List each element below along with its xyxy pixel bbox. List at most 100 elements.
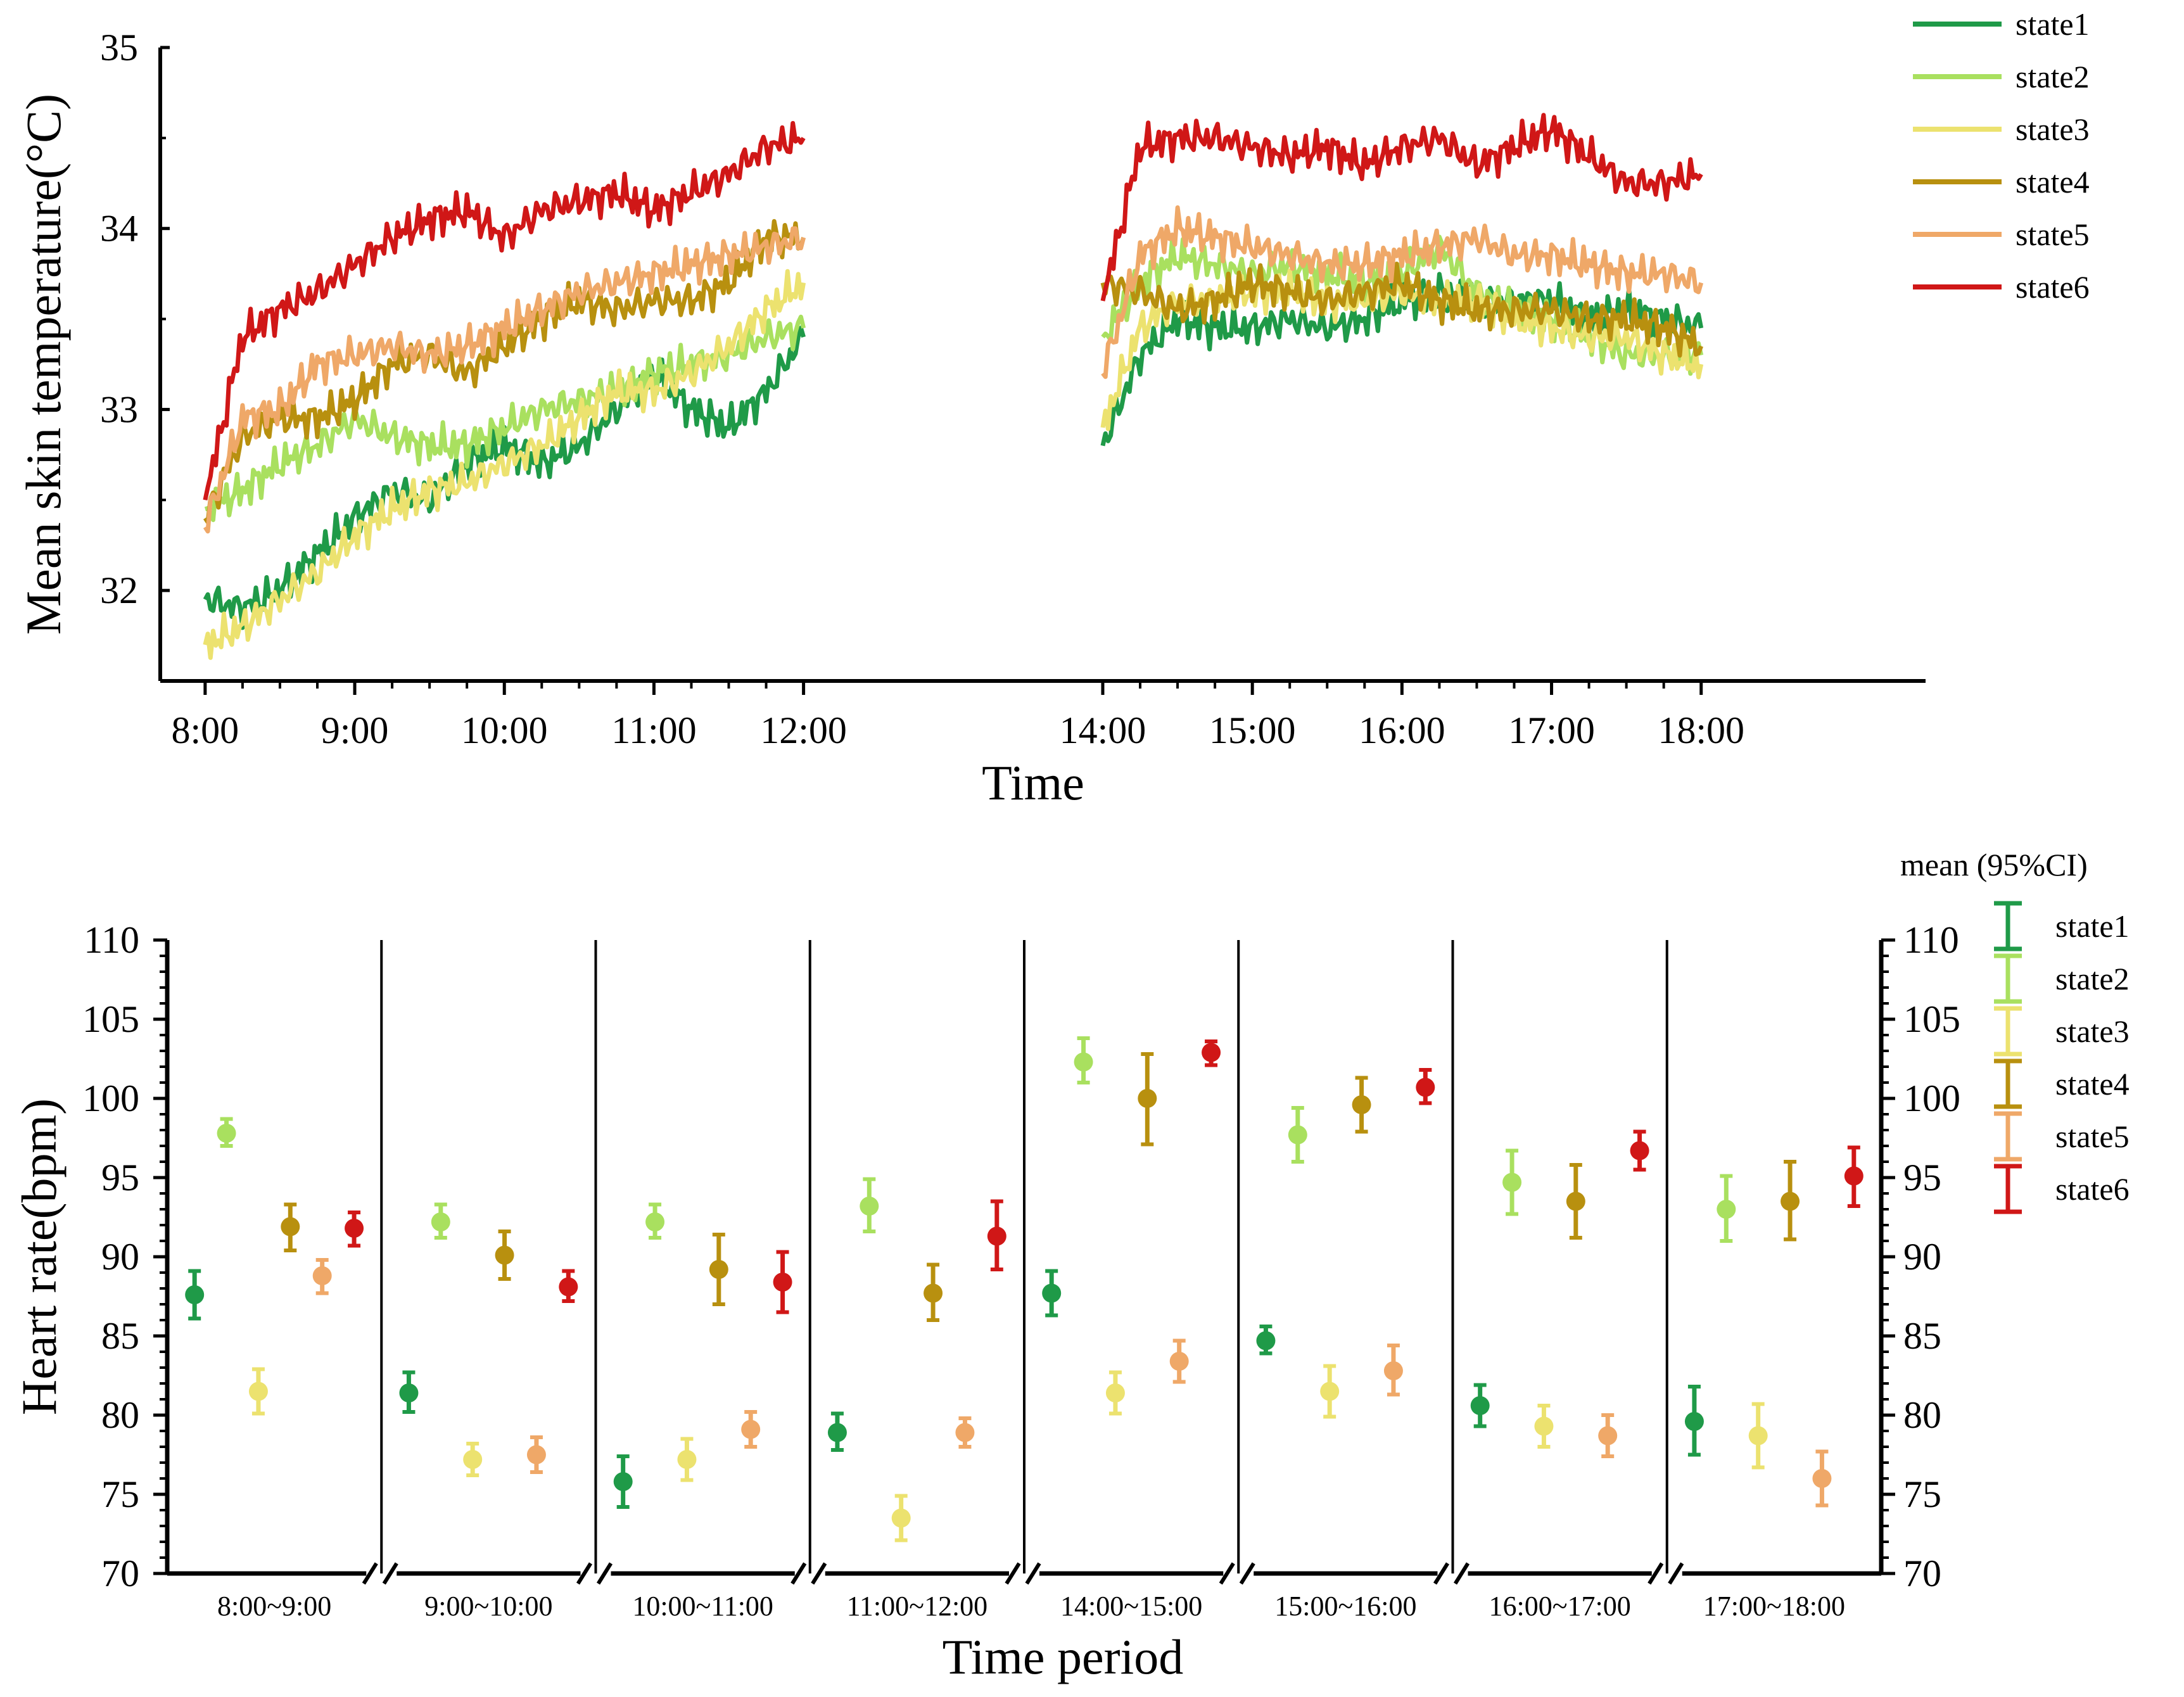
axis-break-mark [1239, 1562, 1255, 1585]
point-state1-6 [1256, 1325, 1276, 1356]
axis-break-mark [1025, 1562, 1041, 1585]
point-state1-7 [1470, 1383, 1490, 1428]
mean-marker [1598, 1426, 1618, 1446]
legend-label-state5: state5 [2055, 1119, 2130, 1154]
top-x-tick-label: 16:00 [1359, 709, 1445, 751]
axis-break-mark [1433, 1562, 1450, 1585]
mean-marker [559, 1277, 578, 1297]
mean-marker [1534, 1416, 1554, 1436]
point-state5-6 [1383, 1344, 1403, 1397]
point-state1-5 [1042, 1269, 1062, 1318]
mean-marker [1352, 1095, 1371, 1114]
point-state2-8 [1717, 1174, 1736, 1243]
point-state2-5 [1074, 1036, 1093, 1084]
point-state6-2 [559, 1269, 578, 1303]
bottom-legend: state1 state2 state3 state4 state5 state6 [1994, 901, 2130, 1214]
point-state3-6 [1320, 1364, 1340, 1419]
point-state5-3 [741, 1410, 761, 1449]
point-state4-3 [709, 1233, 728, 1306]
mean-marker [1074, 1052, 1093, 1072]
mean-marker [312, 1266, 332, 1285]
mean-marker [1748, 1426, 1768, 1446]
point-state3-5 [1105, 1370, 1125, 1416]
mean-marker [1256, 1331, 1276, 1351]
mean-marker [217, 1124, 236, 1143]
left-y-tick-label: 70 [101, 1553, 139, 1594]
mean-marker [431, 1212, 450, 1231]
legend-label-state5: state5 [2016, 217, 2090, 252]
point-state4-6 [1352, 1076, 1371, 1134]
period-label: 11:00~12:00 [847, 1591, 988, 1622]
axis-break-mark [362, 1562, 378, 1585]
series-line-state4 [203, 219, 1703, 524]
point-state4-4 [924, 1262, 943, 1322]
point-state5-7 [1598, 1413, 1618, 1458]
top-y-tick-label: 34 [100, 208, 138, 250]
right-y-tick-label: 70 [1903, 1553, 1941, 1594]
point-state4-7 [1566, 1163, 1585, 1240]
mean-marker [495, 1245, 514, 1265]
top-legend: state1 state2 state3 state4 state5 state6 [1913, 6, 2090, 305]
temperature-series-lines [203, 113, 1704, 660]
point-state4-5 [1138, 1052, 1157, 1147]
mean-marker [1169, 1352, 1189, 1371]
right-y-tick-label: 85 [1903, 1315, 1941, 1357]
axis-break-mark [1453, 1562, 1470, 1585]
top-x-tick-label: 10:00 [461, 709, 548, 751]
mean-marker [1844, 1166, 1863, 1186]
top-y-tick-label: 35 [100, 27, 138, 68]
period-label: 16:00~17:00 [1489, 1591, 1630, 1622]
point-state5-1 [312, 1258, 332, 1295]
point-state6-1 [345, 1211, 364, 1248]
point-state5-4 [955, 1416, 975, 1449]
period-label: 17:00~18:00 [1703, 1591, 1845, 1622]
right-y-tick-label: 80 [1903, 1394, 1941, 1436]
point-state6-8 [1844, 1145, 1863, 1208]
right-y-tick-label: 100 [1903, 1077, 1960, 1119]
point-state2-7 [1502, 1148, 1522, 1216]
series-line-state3 [203, 268, 1704, 660]
point-state5-5 [1169, 1338, 1189, 1384]
legend-label-state3: state3 [2016, 111, 2090, 147]
period-dividers [380, 940, 1668, 1573]
right-y-tick-label: 110 [1903, 919, 1959, 961]
mean-marker [1812, 1469, 1832, 1488]
point-state3-3 [677, 1437, 697, 1482]
mean-marker [1042, 1283, 1062, 1303]
period-labels: 8:00~9:00 9:00~10:00 10:00~11:00 11:00~12:0… [217, 1591, 1845, 1622]
left-y-tick-label: 95 [101, 1157, 139, 1198]
period-label: 14:00~15:00 [1060, 1591, 1202, 1622]
mean-marker [677, 1450, 697, 1469]
legend-label-state4: state4 [2016, 164, 2090, 200]
series-line-state6 [203, 113, 1703, 501]
left-y-tick-label: 75 [101, 1473, 139, 1515]
mean-marker [248, 1382, 268, 1401]
right-y-tick-label: 75 [1903, 1473, 1941, 1515]
mean-marker [1684, 1412, 1704, 1431]
point-state6-5 [1202, 1039, 1221, 1067]
bottom-x-axis-title: Time period [943, 1629, 1184, 1684]
mean-marker [1320, 1382, 1340, 1401]
legend-label-state2: state2 [2016, 59, 2090, 94]
top-x-tick-label: 9:00 [321, 709, 389, 751]
point-state5-2 [526, 1435, 546, 1474]
axis-break-mark [596, 1562, 613, 1585]
mean-marker [924, 1283, 943, 1303]
point-state4-1 [281, 1202, 300, 1252]
top-x-tick-label: 11:00 [611, 709, 696, 751]
mean-marker [645, 1212, 665, 1231]
point-state3-7 [1534, 1404, 1554, 1449]
mean-marker [613, 1472, 633, 1491]
mean-marker [741, 1420, 761, 1439]
mean-marker [709, 1260, 728, 1279]
top-y-tick-label: 32 [100, 569, 138, 611]
skin-temperature-chart: 32 33 34 35 8:00 9:00 10:00 11:00 12:00 14:00 15:… [16, 6, 2090, 810]
period-label: 9:00~10:00 [424, 1591, 552, 1622]
legend-label-state4: state4 [2055, 1066, 2130, 1102]
bottom-legend-title: mean (95%CI) [1900, 847, 2088, 882]
legend-label-state6: state6 [2016, 269, 2090, 305]
heart-rate-points [185, 1036, 1863, 1542]
point-state6-4 [987, 1199, 1006, 1271]
mean-marker [827, 1423, 847, 1442]
